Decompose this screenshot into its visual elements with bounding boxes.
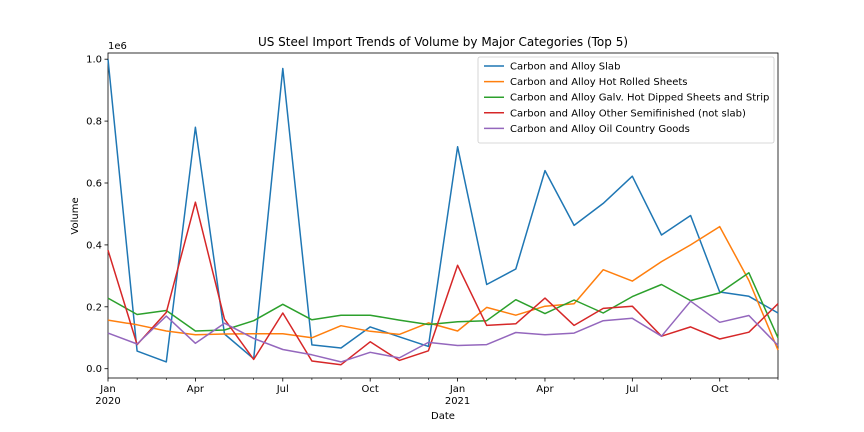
series-line-2 (107, 225, 779, 351)
y-axis-ticks: 0.0 0.2 0.4 0.6 0.8 1.0 (86, 55, 108, 375)
x-tick-label: Apr (187, 384, 205, 395)
x-tick-label: Jul (276, 384, 289, 395)
series-lines (107, 59, 779, 366)
x-tick-year-label: 2020 (95, 396, 120, 407)
y-tick-label: 0.0 (86, 364, 102, 375)
legend-box (477, 56, 775, 144)
y-tick-label: 1.0 (86, 55, 102, 66)
legend-label: Carbon and Alloy Hot Rolled Sheets (510, 77, 688, 88)
legend-label: Carbon and Alloy Other Semifinished (not… (510, 108, 746, 119)
y-tick-label: 0.6 (86, 179, 102, 190)
x-tick-year-label: 2021 (445, 396, 470, 407)
x-tick-label: Jan (99, 384, 115, 395)
y-axis-label: Volume (70, 197, 81, 234)
legend-label: Carbon and Alloy Oil Country Goods (510, 124, 690, 135)
legend-label: Carbon and Alloy Galv. Hot Dipped Sheets… (510, 93, 769, 104)
x-tick-label: Apr (536, 384, 554, 395)
series-line-3 (107, 272, 779, 339)
y-tick-label: 0.4 (86, 240, 102, 251)
legend: Carbon and Alloy Slab Carbon and Alloy Ho… (477, 56, 775, 144)
legend-label: Carbon and Alloy Slab (510, 62, 620, 73)
x-tick-label: Jul (625, 384, 638, 395)
y-offset-text: 1e6 (108, 41, 127, 52)
series-line-5 (107, 300, 779, 363)
y-tick-label: 0.8 (86, 117, 102, 128)
x-tick-label: Oct (362, 384, 379, 395)
plot-area-border (107, 52, 779, 379)
series-line-4 (107, 201, 779, 366)
plot-frame (107, 52, 779, 379)
chart-title: US Steel Import Trends of Volume by Majo… (258, 35, 628, 49)
x-axis-label: Date (431, 411, 455, 422)
y-tick-label: 0.2 (86, 302, 102, 313)
x-tick-label: Oct (711, 384, 728, 395)
x-tick-label: Jan (449, 384, 465, 395)
